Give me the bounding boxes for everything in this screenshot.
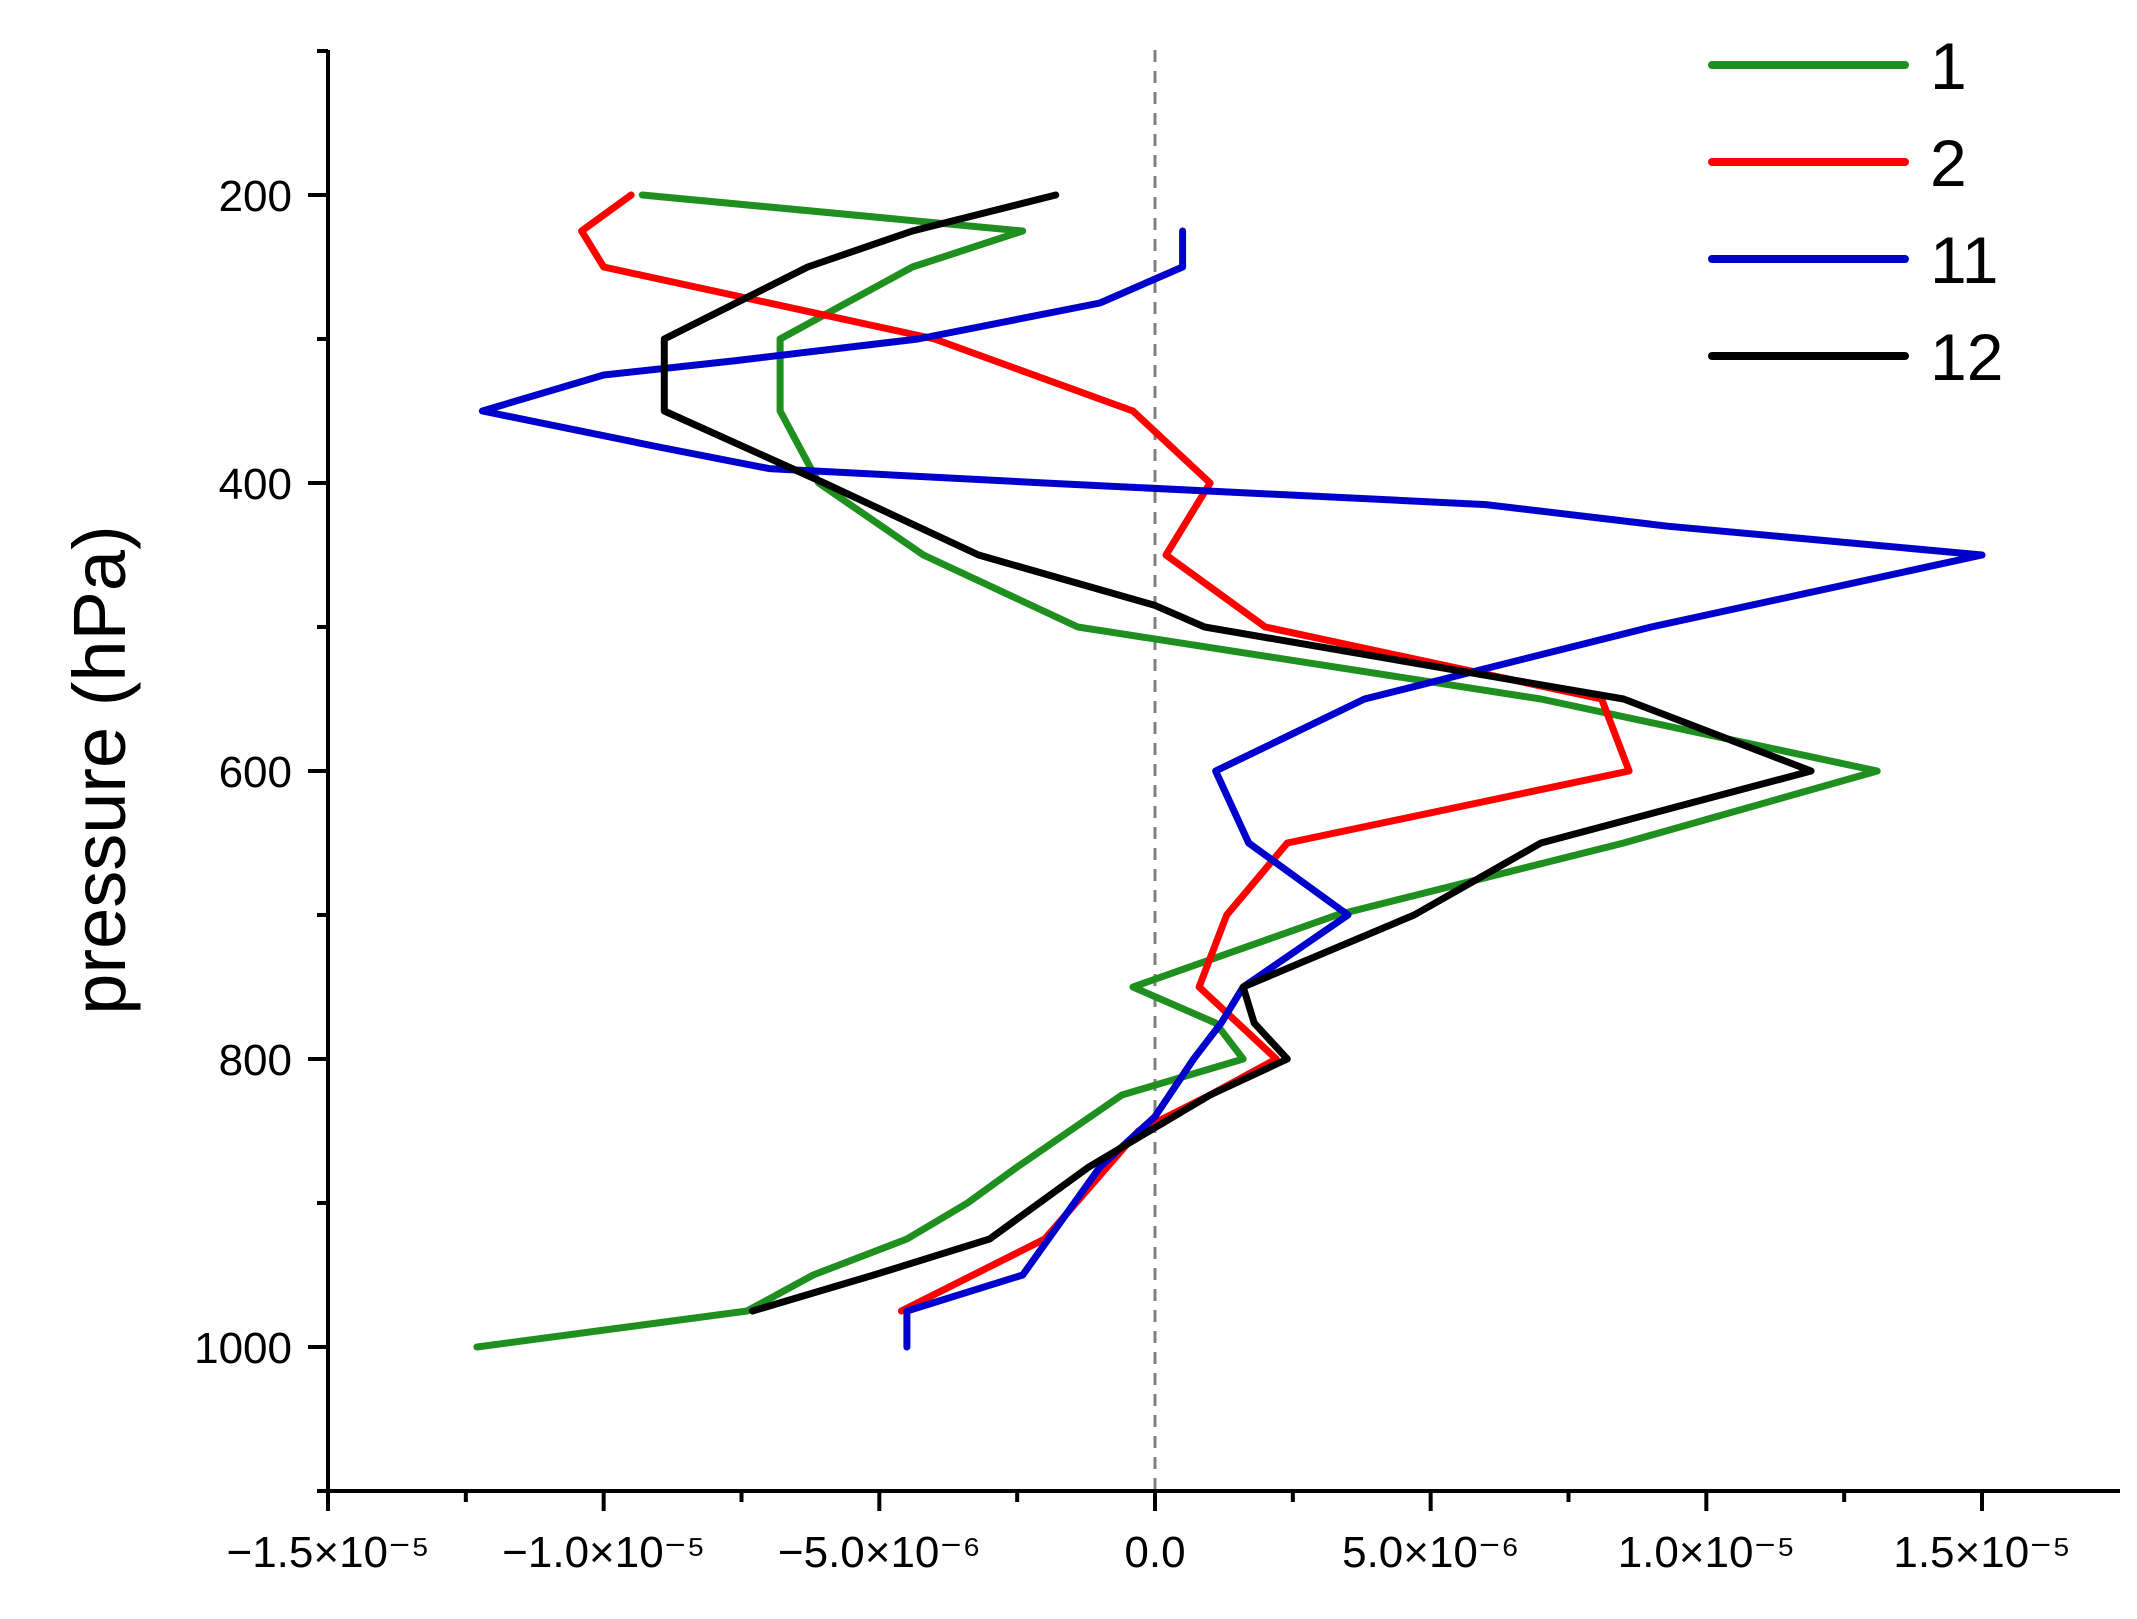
- legend-item-12: 12: [1708, 320, 2003, 394]
- x-tick-label: 5.0×10⁻⁶: [1342, 1528, 1519, 1577]
- series-line-12: [660, 191, 1815, 1315]
- axes-layer: 200 400 600 800 1000 −1.5×10⁻⁵ −1.0×10⁻⁵ −5.0×1…: [194, 49, 2120, 1577]
- y-tick-label: 800: [219, 1036, 292, 1085]
- series-layer: [473, 191, 1986, 1351]
- legend-label-12: 12: [1930, 320, 2003, 394]
- x-tick-label: −1.5×10⁻⁵: [227, 1528, 430, 1577]
- series-line-11: [478, 227, 1986, 1351]
- x-tick-label: 0.0: [1124, 1528, 1185, 1577]
- x-tick-label: −1.0×10⁻⁵: [502, 1528, 705, 1577]
- x-tick-label: 1.0×10⁻⁵: [1618, 1528, 1795, 1577]
- y-tick-label: 200: [219, 172, 292, 221]
- legend-label-2: 2: [1930, 126, 1967, 200]
- x-tick-label: −5.0×10⁻⁶: [778, 1528, 981, 1577]
- legend-item-2: 2: [1708, 126, 1967, 200]
- legend-label-1: 1: [1930, 29, 1967, 103]
- y-tick-label: 400: [219, 460, 292, 509]
- legend-item-1: 1: [1708, 29, 1967, 103]
- y-tick-label: 600: [219, 748, 292, 797]
- x-tick-label: 1.5×10⁻⁵: [1893, 1528, 2070, 1577]
- y-tick-label: 1000: [194, 1324, 292, 1373]
- y-axis-label: pressure (hPa): [58, 525, 141, 1014]
- legend-item-11: 11: [1708, 223, 1999, 297]
- legend-label-11: 11: [1930, 223, 1999, 297]
